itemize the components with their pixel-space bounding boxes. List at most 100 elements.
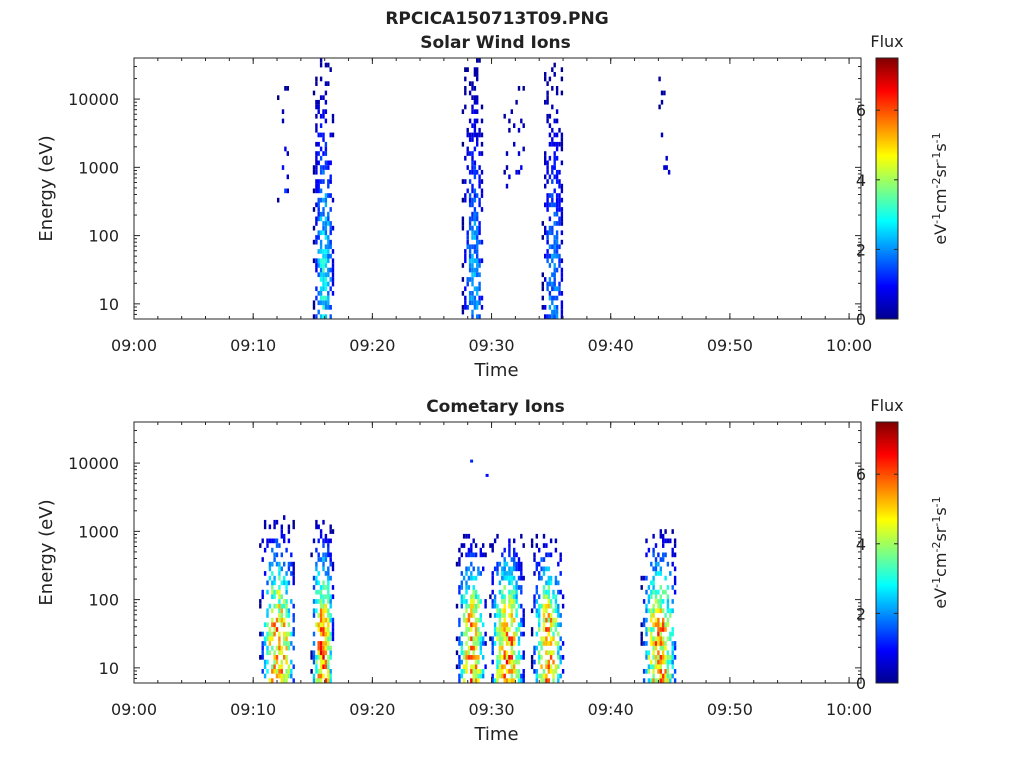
spectrogram-cell <box>290 631 293 637</box>
spectrogram-cell <box>533 557 536 562</box>
spectrogram-cell <box>510 613 513 618</box>
spectrogram-cell <box>560 314 564 319</box>
spectrogram-cell <box>554 547 558 553</box>
spectrogram-cell <box>551 67 554 72</box>
spectrogram-cell <box>555 221 559 226</box>
spectrogram-cell <box>476 141 479 147</box>
spectrogram-cell <box>546 118 549 124</box>
spectrogram-cell <box>544 277 547 282</box>
spectrogram-cell <box>460 571 463 576</box>
spectrogram-cell <box>317 557 320 562</box>
spectrogram-cell <box>275 669 279 674</box>
spectrogram-cell <box>312 678 316 683</box>
spectrogram-cell <box>538 659 541 665</box>
spectrogram-cell <box>546 235 549 240</box>
spectrogram-cell <box>503 603 506 609</box>
spectrogram-cell <box>458 585 461 590</box>
spectrogram-cell <box>319 76 323 82</box>
spectrogram-cell <box>503 571 506 576</box>
spectrogram-cell <box>652 664 655 670</box>
spectrogram-cell <box>266 659 269 665</box>
spectrogram-cell <box>317 188 320 194</box>
spectrogram-cell <box>327 62 330 68</box>
spectrogram-cell <box>471 197 474 203</box>
spectrogram-cell <box>312 659 316 665</box>
spectrogram-cell <box>545 664 548 670</box>
spectrogram-cell <box>546 99 549 105</box>
spectrogram-cell <box>650 589 653 595</box>
spectrogram-cell <box>275 519 279 525</box>
spectrogram-cell <box>268 641 272 646</box>
spectrogram-cell <box>315 575 318 581</box>
spectrogram-cell <box>522 617 525 623</box>
spectrogram-cell <box>647 650 651 656</box>
spectrogram-cell <box>557 673 560 679</box>
spectrogram-cell <box>319 179 323 184</box>
spectrogram-cell <box>491 641 494 646</box>
spectrogram-cell <box>324 281 328 287</box>
spectrogram-cell <box>538 650 541 656</box>
spectrogram-cell <box>484 599 487 604</box>
spectrogram-cell <box>324 627 328 632</box>
spectrogram-cell <box>280 608 283 614</box>
spectrogram-cell <box>498 561 502 567</box>
spectrogram-cell <box>283 515 286 520</box>
spectrogram-cell <box>540 645 543 651</box>
spectrogram-cell <box>472 613 475 618</box>
spectrogram-cell <box>266 636 269 642</box>
spectrogram-cell <box>259 543 262 548</box>
spectrogram-cell <box>508 678 511 683</box>
spectrogram-cell <box>645 669 648 674</box>
spectrogram-cell <box>266 669 269 674</box>
y-tick-label: 10000 <box>68 454 119 473</box>
spectrogram-cell <box>654 636 658 642</box>
spectrogram-cell <box>510 641 513 646</box>
spectrogram-cell <box>466 165 469 170</box>
spectrogram-cell <box>329 557 332 562</box>
y-tick-label: 10 <box>99 659 119 678</box>
spectrogram-cell <box>324 81 328 86</box>
colorbar-title: Flux <box>870 396 903 415</box>
spectrogram-cell <box>555 146 559 152</box>
spectrogram-cell <box>322 557 325 562</box>
spectrogram-cell <box>278 594 281 600</box>
spectrogram-cell <box>546 253 549 259</box>
spectrogram-cell <box>324 585 328 590</box>
spectrogram-cell <box>546 207 549 212</box>
spectrogram-cell <box>315 669 318 674</box>
spectrogram-cell <box>513 585 516 590</box>
spectrogram-cell <box>319 216 323 222</box>
spectrogram-cell <box>520 603 523 609</box>
spectrogram-cell <box>474 575 478 581</box>
spectrogram-cell <box>557 589 560 595</box>
spectrogram-cell <box>515 673 518 679</box>
spectrogram-cell <box>324 263 328 268</box>
spectrogram-cell <box>501 552 504 558</box>
spectrogram-cell <box>498 608 502 614</box>
spectrogram-cell <box>496 627 499 632</box>
spectrogram-cell <box>530 608 534 614</box>
spectrogram-cell <box>319 659 323 665</box>
spectrogram-cell <box>324 631 328 637</box>
spectrogram-cell <box>458 617 461 623</box>
spectrogram-cell <box>560 197 564 203</box>
spectrogram-cell <box>515 566 518 572</box>
spectrogram-cell <box>322 207 325 212</box>
spectrogram-cell <box>477 627 480 632</box>
spectrogram-cell <box>503 113 506 119</box>
spectrogram-cell <box>546 286 549 292</box>
spectrogram-cell <box>558 183 561 189</box>
spectrogram-cell <box>657 636 660 642</box>
spectrogram-cell <box>659 599 662 604</box>
spectrogram-cell <box>501 589 504 595</box>
spectrogram-cell <box>673 580 677 586</box>
spectrogram-cell <box>557 678 560 683</box>
spectrogram-cell <box>654 566 658 572</box>
spectrogram-cell <box>278 589 281 595</box>
spectrogram-cell <box>458 659 461 665</box>
spectrogram-cell <box>560 221 564 226</box>
spectrogram-cell <box>327 160 330 166</box>
spectrogram-cell <box>473 86 477 91</box>
spectrogram-cell <box>278 603 281 609</box>
